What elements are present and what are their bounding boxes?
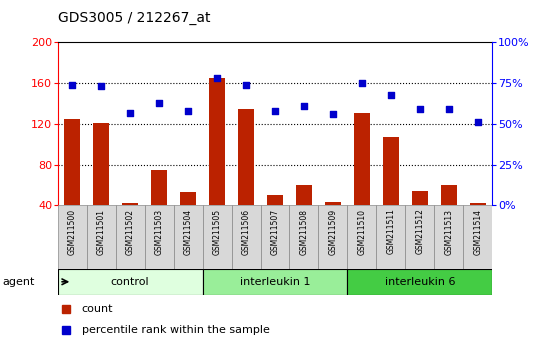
FancyBboxPatch shape [232, 205, 261, 269]
Text: GSM211502: GSM211502 [125, 209, 135, 255]
Text: GSM211505: GSM211505 [212, 209, 222, 255]
Text: GSM211510: GSM211510 [358, 209, 366, 255]
Point [241, 82, 250, 88]
Bar [354, 113, 370, 205]
Bar [151, 170, 167, 205]
Text: GSM211507: GSM211507 [271, 209, 279, 255]
FancyBboxPatch shape [405, 205, 434, 269]
Point [97, 84, 106, 89]
Bar [209, 78, 225, 205]
Bar [470, 203, 486, 205]
Text: GSM211504: GSM211504 [184, 209, 192, 255]
Text: control: control [111, 277, 150, 287]
FancyBboxPatch shape [58, 269, 492, 295]
Bar [412, 191, 428, 205]
Text: percentile rank within the sample: percentile rank within the sample [81, 325, 270, 335]
Point [68, 82, 76, 88]
Point [387, 92, 395, 97]
Text: interleukin 1: interleukin 1 [240, 277, 310, 287]
Text: GSM211513: GSM211513 [444, 209, 453, 255]
FancyBboxPatch shape [376, 205, 405, 269]
Text: GDS3005 / 212267_at: GDS3005 / 212267_at [58, 11, 210, 25]
Point [213, 75, 222, 81]
FancyBboxPatch shape [261, 205, 289, 269]
Text: GSM211500: GSM211500 [68, 209, 77, 255]
Bar [122, 203, 138, 205]
Bar [441, 185, 456, 205]
Point [271, 108, 279, 114]
FancyBboxPatch shape [58, 269, 202, 295]
Point [328, 111, 337, 117]
Text: GSM211508: GSM211508 [299, 209, 309, 255]
Bar [296, 185, 312, 205]
Point [474, 119, 482, 125]
Bar [64, 119, 80, 205]
Text: count: count [81, 304, 113, 314]
FancyBboxPatch shape [463, 205, 492, 269]
FancyBboxPatch shape [116, 205, 145, 269]
Text: GSM211506: GSM211506 [241, 209, 251, 255]
Text: GSM211503: GSM211503 [155, 209, 164, 255]
FancyBboxPatch shape [318, 205, 348, 269]
FancyBboxPatch shape [174, 205, 202, 269]
Text: agent: agent [3, 277, 35, 287]
Text: GSM211511: GSM211511 [386, 209, 395, 255]
Bar [267, 195, 283, 205]
Text: interleukin 6: interleukin 6 [384, 277, 455, 287]
Point [300, 103, 309, 109]
Bar [383, 137, 399, 205]
FancyBboxPatch shape [145, 205, 174, 269]
FancyBboxPatch shape [348, 269, 492, 295]
FancyBboxPatch shape [58, 205, 87, 269]
FancyBboxPatch shape [434, 205, 463, 269]
FancyBboxPatch shape [202, 205, 232, 269]
Bar [325, 202, 341, 205]
Point [444, 107, 453, 112]
FancyBboxPatch shape [289, 205, 318, 269]
Bar [94, 123, 109, 205]
FancyBboxPatch shape [87, 205, 116, 269]
Bar [180, 192, 196, 205]
Bar [238, 109, 254, 205]
FancyBboxPatch shape [202, 269, 348, 295]
Text: GSM211512: GSM211512 [415, 209, 425, 255]
Text: GSM211501: GSM211501 [97, 209, 106, 255]
Text: GSM211509: GSM211509 [328, 209, 338, 255]
Point [126, 110, 135, 115]
Point [155, 100, 163, 105]
Point [415, 107, 424, 112]
FancyBboxPatch shape [348, 205, 376, 269]
Text: GSM211514: GSM211514 [473, 209, 482, 255]
Point [184, 108, 192, 114]
Point [358, 80, 366, 86]
